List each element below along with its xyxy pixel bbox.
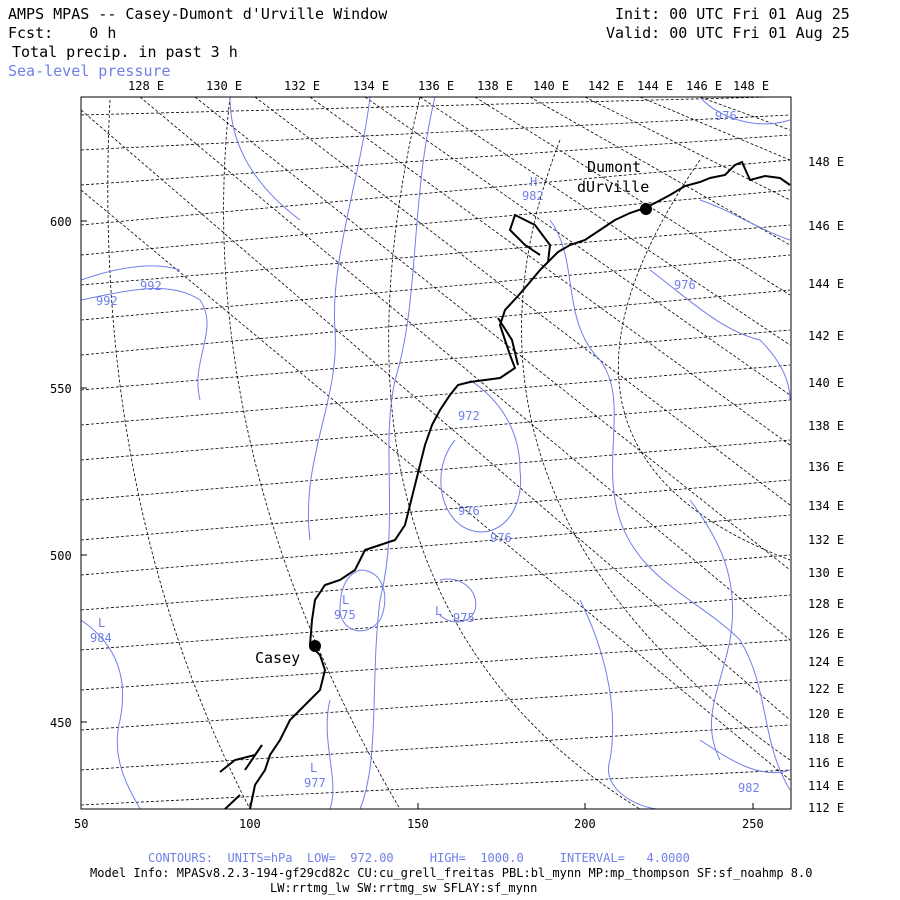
right-longitude-labels: 148 E 146 E 144 E 142 E 140 E 138 E 136 … [808,155,844,815]
svg-text:144 E: 144 E [808,277,844,291]
dumont-durville-marker [640,203,652,215]
svg-text:984: 984 [90,631,112,645]
svg-text:500: 500 [50,549,72,563]
svg-text:118 E: 118 E [808,732,844,746]
svg-text:150: 150 [407,817,429,831]
top-longitude-labels: 128 E 130 E 132 E 134 E 136 E 138 E 140 … [128,79,769,93]
svg-text:120 E: 120 E [808,707,844,721]
fcst-label: Fcst: [8,24,54,42]
svg-text:116 E: 116 E [808,756,844,770]
svg-text:140 E: 140 E [808,376,844,390]
x-axis [80,803,754,809]
svg-text:100: 100 [239,817,261,831]
y-axis [81,220,87,723]
forecast-hour: Fcst: 0 h [8,24,116,42]
svg-text:250: 250 [742,817,764,831]
svg-text:146 E: 146 E [808,219,844,233]
svg-text:50: 50 [74,817,88,831]
svg-text:L: L [342,593,349,607]
svg-text:138 E: 138 E [477,79,513,93]
svg-text:148 E: 148 E [733,79,769,93]
svg-text:136 E: 136 E [418,79,454,93]
svg-text:128 E: 128 E [808,597,844,611]
contour-info: CONTOURS: UNITS=hPa LOW= 972.00 HIGH= 10… [148,851,690,865]
svg-text:976: 976 [490,531,512,545]
svg-text:114 E: 114 E [808,779,844,793]
svg-text:128 E: 128 E [128,79,164,93]
svg-text:L: L [98,616,105,630]
svg-text:126 E: 126 E [808,627,844,641]
y-axis-labels: 600 550 500 450 [50,215,72,730]
svg-text:132 E: 132 E [284,79,320,93]
svg-text:975: 975 [334,608,356,622]
map-title: AMPS MPAS -- Casey-Dumont d'Urville Wind… [8,5,388,23]
svg-text:140 E: 140 E [533,79,569,93]
casey-label: Casey [255,649,300,667]
svg-text:972: 972 [458,409,480,423]
svg-text:146 E: 146 E [686,79,722,93]
graticule [81,97,791,809]
valid-time: Valid: 00 UTC Fri 01 Aug 25 [606,24,850,42]
svg-text:136 E: 136 E [808,460,844,474]
svg-text:134 E: 134 E [808,499,844,513]
svg-text:975: 975 [453,611,475,625]
svg-text:200: 200 [574,817,596,831]
svg-text:550: 550 [50,382,72,396]
svg-text:142 E: 142 E [588,79,624,93]
svg-text:122 E: 122 E [808,682,844,696]
svg-text:132 E: 132 E [808,533,844,547]
model-info-2: LW:rrtmg_lw SW:rrtmg_sw SFLAY:sf_mynn [270,881,538,895]
svg-text:982: 982 [738,781,760,795]
svg-text:976: 976 [715,109,737,123]
init-time: Init: 00 UTC Fri 01 Aug 25 [615,5,850,23]
svg-text:992: 992 [140,279,162,293]
svg-text:976: 976 [674,278,696,292]
svg-text:130 E: 130 E [206,79,242,93]
svg-text:124 E: 124 E [808,655,844,669]
x-axis-labels: 50 100 150 200 250 [74,817,764,831]
contour-labels: 976 982 992 992 976 972 976 976 975 975 … [90,109,760,795]
dumont-durville-label: Dumont [587,158,641,176]
dumont-durville-label-2: dUrville [577,178,649,196]
svg-text:134 E: 134 E [353,79,389,93]
svg-text:142 E: 142 E [808,329,844,343]
svg-text:976: 976 [458,504,480,518]
svg-text:982: 982 [522,189,544,203]
coastline [219,160,791,809]
svg-text:977: 977 [304,776,326,790]
svg-text:L: L [435,604,442,618]
casey-marker [309,640,321,652]
field-name: Total precip. in past 3 h [12,43,238,61]
svg-text:112 E: 112 E [808,801,844,815]
svg-text:992: 992 [96,294,118,308]
svg-text:148 E: 148 E [808,155,844,169]
plot-frame [80,96,792,810]
fcst-value: 0 h [89,24,117,42]
model-info: Model Info: MPASv8.2.3-194-gf29cd82c CU:… [90,866,813,880]
svg-text:H: H [530,175,537,189]
slp-contours [81,97,791,809]
svg-text:130 E: 130 E [808,566,844,580]
svg-text:138 E: 138 E [808,419,844,433]
svg-text:450: 450 [50,716,72,730]
svg-text:600: 600 [50,215,72,229]
overlay-name: Sea-level pressure [8,62,171,80]
svg-text:144 E: 144 E [637,79,673,93]
svg-text:L: L [310,761,317,775]
